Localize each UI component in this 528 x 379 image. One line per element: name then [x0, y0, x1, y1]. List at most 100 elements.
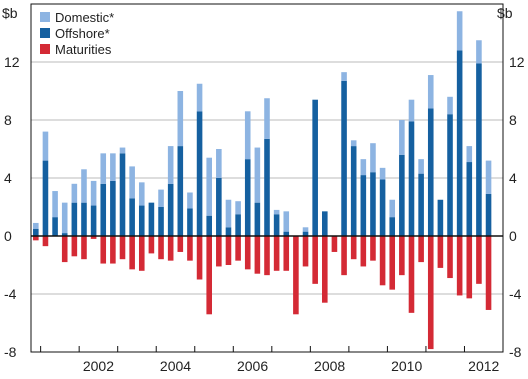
bar-maturities [235, 236, 241, 261]
bar-offshore [225, 227, 232, 236]
bar-maturities [341, 236, 347, 276]
bar-domestic [167, 146, 174, 184]
bar-offshore [476, 63, 482, 237]
bar-maturities [33, 236, 39, 241]
bar-domestic [110, 153, 116, 181]
plot-frame [30, 3, 504, 353]
bar-domestic [283, 211, 290, 232]
bar-offshore [254, 202, 261, 236]
bar-offshore [485, 193, 492, 236]
bar-maturities [110, 236, 116, 264]
bar-offshore [33, 228, 39, 236]
axes: -8 -8 -4 -4 0 0 4 4 8 8 12 12 2002 2004 2006 2008 2010 20… [4, 3, 525, 374]
bar-offshore [283, 231, 290, 236]
bar-domestic [408, 99, 415, 122]
bar-domestic [447, 96, 453, 115]
bar-maturities [225, 236, 232, 265]
bar-offshore [158, 207, 164, 236]
bar-domestic [206, 157, 212, 216]
bar-offshore [360, 175, 367, 236]
bar-offshore [71, 202, 78, 236]
bar-domestic [225, 199, 232, 228]
x-tick-label: 2008 [314, 358, 345, 374]
bar-maturities [129, 236, 135, 270]
bar-domestic [81, 169, 87, 203]
y-tick-label-right: -4 [509, 286, 522, 302]
bar-domestic [61, 202, 68, 234]
bar-offshore [456, 50, 463, 237]
legend: Domestic*Offshore*Maturities [40, 10, 114, 57]
bar-maturities [466, 236, 473, 299]
bar-offshore [196, 111, 203, 236]
left-unit-label: $b [2, 5, 18, 21]
bar-domestic [466, 146, 473, 163]
bar-maturities [418, 236, 424, 263]
bar-offshore [312, 99, 318, 236]
bar-offshore [264, 138, 270, 236]
x-tick-label: 2010 [391, 358, 422, 374]
bar-maturities [148, 236, 155, 254]
bar-offshore [148, 202, 155, 236]
bar-maturities [399, 236, 405, 276]
bar-offshore [206, 215, 212, 236]
bar-maturities [331, 236, 338, 252]
bar-maturities [427, 236, 434, 350]
bar-offshore [427, 108, 434, 236]
bar-domestic [52, 191, 58, 218]
bar-maturities [138, 236, 145, 271]
bar-domestic [71, 183, 78, 203]
bars [33, 11, 492, 350]
x-tick-label: 2002 [83, 358, 114, 374]
bar-offshore [418, 173, 424, 236]
bar-maturities [244, 236, 251, 270]
bar-domestic [254, 147, 261, 203]
x-tick-label: 2006 [237, 358, 268, 374]
bar-maturities [254, 236, 261, 274]
y-tick-label-left: 4 [4, 170, 12, 186]
legend-label-maturities: Maturities [55, 42, 112, 57]
bar-offshore [302, 231, 309, 236]
bar-maturities [196, 236, 203, 280]
bar-offshore [81, 202, 87, 236]
legend-swatch-domestic [40, 12, 50, 22]
legend-label-offshore: Offshore* [55, 26, 110, 41]
bar-maturities [447, 236, 453, 279]
bar-offshore [167, 183, 174, 236]
bar-offshore [177, 146, 184, 236]
right-unit-label: $b [497, 5, 513, 21]
bar-offshore [129, 198, 135, 236]
bar-maturities [408, 236, 415, 313]
bar-domestic [341, 72, 347, 81]
bar-offshore [235, 214, 241, 236]
bar-offshore [379, 179, 386, 236]
y-tick-label-right: 12 [509, 54, 525, 70]
bar-maturities [206, 236, 212, 315]
bar-domestic [90, 180, 97, 206]
bar-domestic [196, 83, 203, 112]
bar-domestic [33, 222, 39, 229]
bar-domestic [485, 160, 492, 194]
bar-domestic [456, 11, 463, 51]
bar-maturities [485, 236, 492, 310]
bar-offshore [138, 205, 145, 236]
bar-maturities [350, 236, 357, 260]
bar-domestic [427, 75, 434, 109]
bar-domestic [244, 111, 251, 160]
bar-offshore [350, 146, 357, 236]
bar-maturities [456, 236, 463, 296]
y-tick-label-left: 0 [4, 228, 12, 244]
bar-offshore [389, 217, 396, 236]
y-tick-label-right: 8 [509, 112, 517, 128]
bar-domestic [360, 159, 367, 176]
bar-maturities [389, 236, 396, 290]
bar-maturities [100, 236, 107, 264]
bar-maturities [177, 236, 184, 252]
bar-domestic [302, 227, 309, 232]
bar-maturities [158, 236, 164, 260]
y-tick-label-left: 8 [4, 112, 12, 128]
bar-maturities [273, 236, 280, 271]
bar-offshore [322, 211, 328, 236]
bar-domestic [370, 143, 376, 173]
